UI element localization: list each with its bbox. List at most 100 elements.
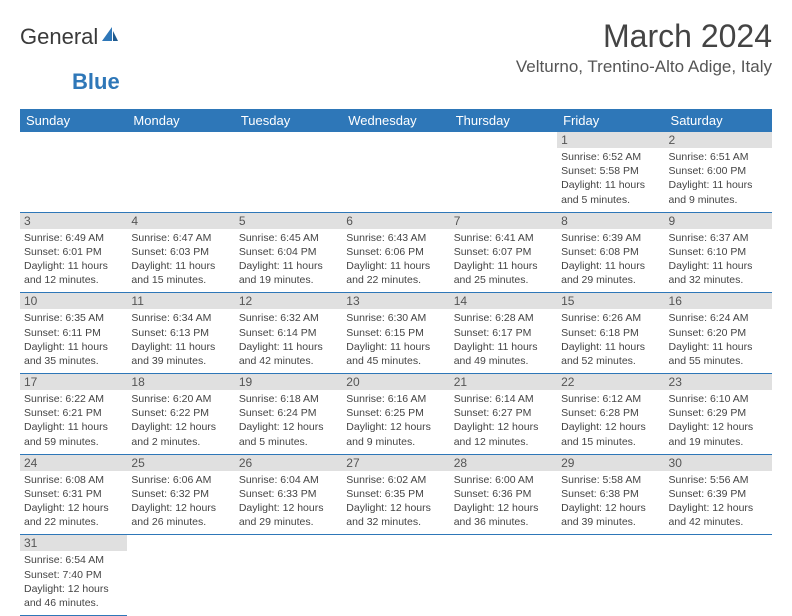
calendar-day-cell: 27Sunrise: 6:02 AMSunset: 6:35 PMDayligh… (342, 454, 449, 535)
sunset-text: Sunset: 6:15 PM (346, 326, 445, 340)
weekday-header: Tuesday (235, 109, 342, 132)
daylight-text: Daylight: 11 hours and 32 minutes. (669, 259, 768, 287)
daylight-text: Daylight: 12 hours and 26 minutes. (131, 501, 230, 529)
daylight-text: Daylight: 11 hours and 9 minutes. (669, 178, 768, 206)
weekday-header: Monday (127, 109, 234, 132)
daylight-text: Daylight: 11 hours and 59 minutes. (24, 420, 123, 448)
day-number: 11 (127, 293, 234, 309)
sunset-text: Sunset: 6:01 PM (24, 245, 123, 259)
weekday-header: Thursday (450, 109, 557, 132)
calendar-day-cell: 4Sunrise: 6:47 AMSunset: 6:03 PMDaylight… (127, 212, 234, 293)
calendar-day-cell: 20Sunrise: 6:16 AMSunset: 6:25 PMDayligh… (342, 374, 449, 455)
daylight-text: Daylight: 12 hours and 19 minutes. (669, 420, 768, 448)
sunrise-text: Sunrise: 6:24 AM (669, 311, 768, 325)
sunrise-text: Sunrise: 6:47 AM (131, 231, 230, 245)
day-number: 15 (557, 293, 664, 309)
day-info: Sunrise: 5:58 AMSunset: 6:38 PMDaylight:… (561, 473, 660, 530)
calendar-day-cell: 25Sunrise: 6:06 AMSunset: 6:32 PMDayligh… (127, 454, 234, 535)
day-info: Sunrise: 6:35 AMSunset: 6:11 PMDaylight:… (24, 311, 123, 368)
calendar-day-cell: 6Sunrise: 6:43 AMSunset: 6:06 PMDaylight… (342, 212, 449, 293)
daylight-text: Daylight: 12 hours and 5 minutes. (239, 420, 338, 448)
calendar-day-cell: 5Sunrise: 6:45 AMSunset: 6:04 PMDaylight… (235, 212, 342, 293)
daylight-text: Daylight: 12 hours and 2 minutes. (131, 420, 230, 448)
calendar-day-cell: 12Sunrise: 6:32 AMSunset: 6:14 PMDayligh… (235, 293, 342, 374)
calendar-week-row: 17Sunrise: 6:22 AMSunset: 6:21 PMDayligh… (20, 374, 772, 455)
day-info: Sunrise: 6:12 AMSunset: 6:28 PMDaylight:… (561, 392, 660, 449)
daylight-text: Daylight: 11 hours and 35 minutes. (24, 340, 123, 368)
day-info: Sunrise: 6:04 AMSunset: 6:33 PMDaylight:… (239, 473, 338, 530)
daylight-text: Daylight: 12 hours and 9 minutes. (346, 420, 445, 448)
calendar-day-cell: 13Sunrise: 6:30 AMSunset: 6:15 PMDayligh… (342, 293, 449, 374)
day-number: 8 (557, 213, 664, 229)
day-number: 23 (665, 374, 772, 390)
calendar-day-cell: 26Sunrise: 6:04 AMSunset: 6:33 PMDayligh… (235, 454, 342, 535)
weekday-header: Saturday (665, 109, 772, 132)
daylight-text: Daylight: 12 hours and 39 minutes. (561, 501, 660, 529)
calendar-day-cell: 23 Sunrise: 6:10 AMSunset: 6:29 PMDayligh… (665, 374, 772, 455)
calendar-day-cell: 31Sunrise: 6:54 AMSunset: 7:40 PMDayligh… (20, 535, 127, 616)
sunset-text: Sunset: 6:38 PM (561, 487, 660, 501)
calendar-day-cell: 24Sunrise: 6:08 AMSunset: 6:31 PMDayligh… (20, 454, 127, 535)
day-number: 27 (342, 455, 449, 471)
calendar-day-cell: 1Sunrise: 6:52 AMSunset: 5:58 PMDaylight… (557, 132, 664, 212)
sunset-text: Sunset: 6:07 PM (454, 245, 553, 259)
calendar-day-cell: 2 Sunrise: 6:51 AMSunset: 6:00 PMDaylight… (665, 132, 772, 212)
sunrise-text: Sunrise: 6:10 AM (669, 392, 768, 406)
day-number: 24 (20, 455, 127, 471)
sunrise-text: Sunrise: 6:32 AM (239, 311, 338, 325)
day-info: Sunrise: 6:26 AMSunset: 6:18 PMDaylight:… (561, 311, 660, 368)
daylight-text: Daylight: 11 hours and 5 minutes. (561, 178, 660, 206)
daylight-text: Daylight: 12 hours and 36 minutes. (454, 501, 553, 529)
day-info: Sunrise: 6:41 AMSunset: 6:07 PMDaylight:… (454, 231, 553, 288)
month-title: March 2024 (516, 18, 772, 55)
day-info: Sunrise: 6:28 AMSunset: 6:17 PMDaylight:… (454, 311, 553, 368)
day-number: 21 (450, 374, 557, 390)
day-number: 10 (20, 293, 127, 309)
calendar-day-cell (20, 132, 127, 212)
day-number: 16 (665, 293, 772, 309)
sunrise-text: Sunrise: 6:52 AM (561, 150, 660, 164)
day-number: 29 (557, 455, 664, 471)
day-number: 31 (20, 535, 127, 551)
sunset-text: Sunset: 6:04 PM (239, 245, 338, 259)
day-number: 25 (127, 455, 234, 471)
daylight-text: Daylight: 11 hours and 15 minutes. (131, 259, 230, 287)
sunset-text: Sunset: 6:06 PM (346, 245, 445, 259)
sunrise-text: Sunrise: 6:20 AM (131, 392, 230, 406)
sunset-text: Sunset: 6:00 PM (669, 164, 768, 178)
calendar-table: Sunday Monday Tuesday Wednesday Thursday… (20, 109, 772, 616)
sunrise-text: Sunrise: 6:18 AM (239, 392, 338, 406)
daylight-text: Daylight: 12 hours and 12 minutes. (454, 420, 553, 448)
sunrise-text: Sunrise: 6:12 AM (561, 392, 660, 406)
calendar-day-cell (557, 535, 664, 616)
daylight-text: Daylight: 12 hours and 29 minutes. (239, 501, 338, 529)
day-number: 13 (342, 293, 449, 309)
sunset-text: Sunset: 6:31 PM (24, 487, 123, 501)
day-number: 2 (665, 132, 772, 148)
sunrise-text: Sunrise: 6:39 AM (561, 231, 660, 245)
day-info: Sunrise: 6:18 AMSunset: 6:24 PMDaylight:… (239, 392, 338, 449)
sunrise-text: Sunrise: 6:34 AM (131, 311, 230, 325)
calendar-week-row: 1Sunrise: 6:52 AMSunset: 5:58 PMDaylight… (20, 132, 772, 212)
daylight-text: Daylight: 12 hours and 32 minutes. (346, 501, 445, 529)
sunset-text: Sunset: 6:21 PM (24, 406, 123, 420)
day-info: Sunrise: 6:10 AMSunset: 6:29 PMDaylight:… (669, 392, 768, 449)
calendar-week-row: 31Sunrise: 6:54 AMSunset: 7:40 PMDayligh… (20, 535, 772, 616)
calendar-day-cell: 28Sunrise: 6:00 AMSunset: 6:36 PMDayligh… (450, 454, 557, 535)
calendar-day-cell: 30Sunrise: 5:56 AMSunset: 6:39 PMDayligh… (665, 454, 772, 535)
day-info: Sunrise: 5:56 AMSunset: 6:39 PMDaylight:… (669, 473, 768, 530)
sunset-text: Sunset: 6:27 PM (454, 406, 553, 420)
sunrise-text: Sunrise: 6:26 AM (561, 311, 660, 325)
sunset-text: Sunset: 6:13 PM (131, 326, 230, 340)
sunrise-text: Sunrise: 6:49 AM (24, 231, 123, 245)
day-info: Sunrise: 6:49 AMSunset: 6:01 PMDaylight:… (24, 231, 123, 288)
calendar-day-cell: 15 Sunrise: 6:26 AMSunset: 6:18 PMDayligh… (557, 293, 664, 374)
daylight-text: Daylight: 12 hours and 46 minutes. (24, 582, 123, 610)
sunrise-text: Sunrise: 6:06 AM (131, 473, 230, 487)
calendar-day-cell: 19Sunrise: 6:18 AMSunset: 6:24 PMDayligh… (235, 374, 342, 455)
calendar-day-cell (450, 132, 557, 212)
daylight-text: Daylight: 11 hours and 49 minutes. (454, 340, 553, 368)
day-info: Sunrise: 6:51 AMSunset: 6:00 PMDaylight:… (669, 150, 768, 207)
sunrise-text: Sunrise: 6:45 AM (239, 231, 338, 245)
sunrise-text: Sunrise: 6:22 AM (24, 392, 123, 406)
